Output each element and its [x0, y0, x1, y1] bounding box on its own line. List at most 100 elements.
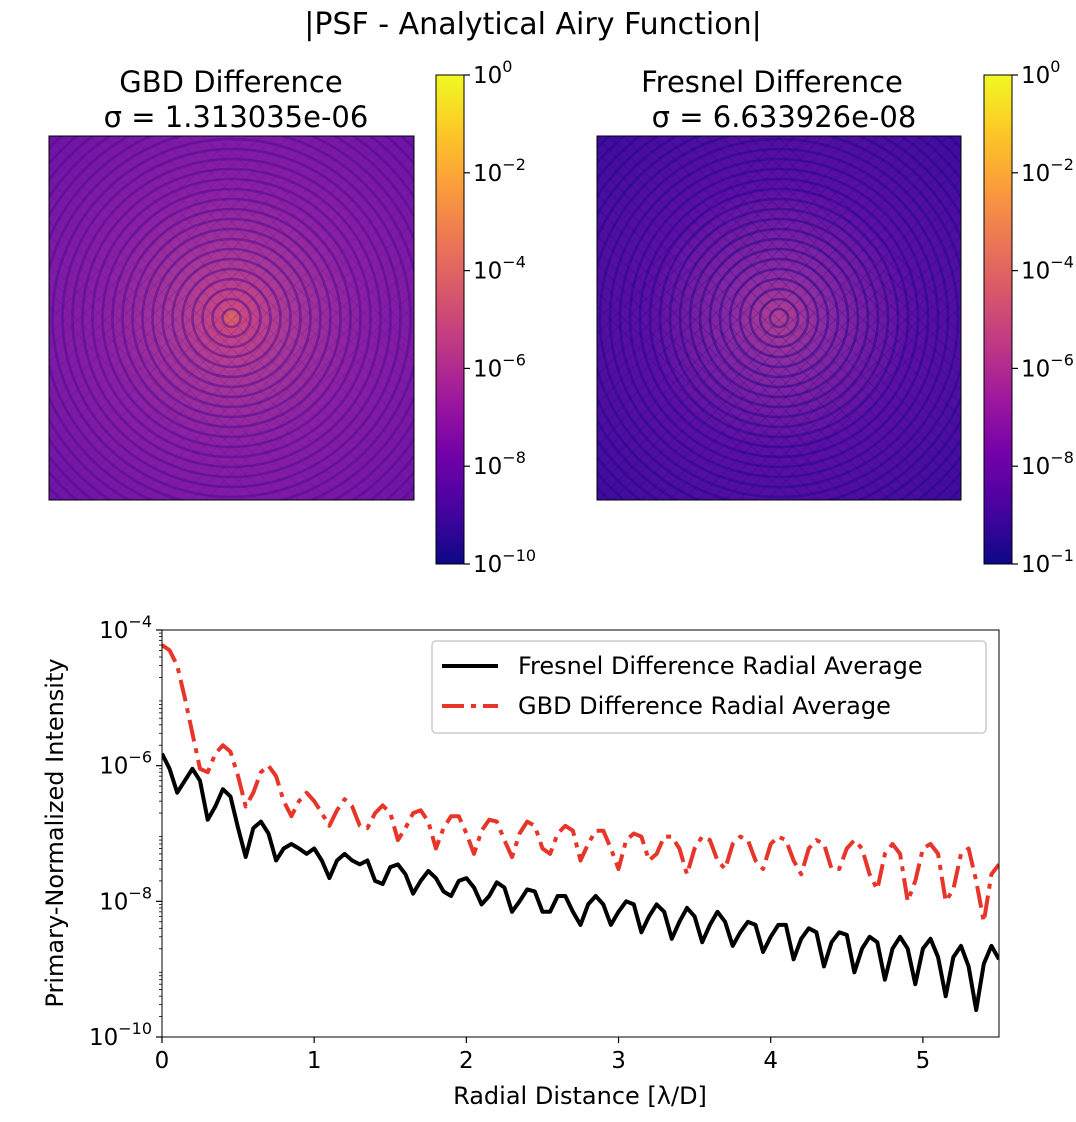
fringe-diagonal [597, 136, 852, 391]
fringe-diagonal [144, 136, 414, 406]
y-tick-label: 10−10 [89, 1019, 152, 1051]
fresnel-colorbar [983, 74, 1013, 565]
fringe-diagonal [49, 136, 291, 378]
fringe-ring [698, 237, 860, 399]
fringe-ring [181, 267, 282, 369]
fringe-diagonal [49, 136, 347, 434]
fringe-diagonal [748, 136, 961, 349]
x-tick-label: 5 [916, 1048, 931, 1074]
fringe-diagonal [597, 136, 782, 321]
fringe-ring [131, 217, 332, 419]
fringe-ring [151, 237, 312, 399]
colorbar-tick-label: 10−10 [473, 546, 536, 578]
fringe-ring [758, 297, 800, 339]
fringe-ring [221, 307, 242, 329]
gbd-difference-heatmap [49, 136, 414, 500]
fringe-diagonal [172, 136, 414, 378]
fringe-ring [748, 287, 810, 349]
fringe-diagonal [692, 136, 961, 405]
fringe-diagonal [92, 178, 414, 500]
fringe-diagonal [720, 136, 961, 377]
colorbar-tick-label: 10−4 [473, 253, 526, 285]
fringe-diagonal [597, 136, 936, 475]
gbd-colorbar-ticks: 100 10−2 10−4 10−6 10−8 10−10 [464, 57, 536, 578]
fringe-diagonal [49, 136, 249, 336]
fringe-diagonal [49, 136, 333, 420]
colorbar-tick-label: 10−8 [473, 448, 526, 480]
fringe-diagonal [738, 277, 961, 500]
fringe-ring [211, 297, 252, 339]
fringe-ring [61, 147, 402, 489]
gbd-colorbar [435, 74, 465, 565]
fringe-diagonal [762, 136, 961, 335]
colorbar-tick-label: 10−2 [473, 155, 526, 187]
figure-suptitle: |PSF - Analytical Airy Function| [304, 7, 761, 42]
fringe-diagonal [650, 136, 961, 447]
fringe-ring [121, 207, 342, 429]
fringe-diagonal [214, 136, 414, 336]
fringe-diagonal [597, 193, 904, 500]
fringe-ring [648, 187, 910, 449]
fringe-diagonal [116, 136, 414, 434]
fringe-diagonal [668, 207, 961, 500]
fringe-diagonal [597, 263, 834, 500]
fringe-diagonal [597, 235, 862, 500]
fringe-diagonal [597, 136, 950, 489]
fringe-diagonal [597, 136, 824, 363]
fringe-diagonal [678, 136, 961, 419]
fresnel-difference-heatmap [597, 136, 961, 500]
fringe-diagonal [597, 136, 908, 447]
fringe-ring [191, 277, 272, 359]
fringe-diagonal [49, 136, 413, 500]
fringe-diagonal [49, 136, 403, 490]
fringe-diagonal [49, 178, 371, 500]
x-tick-label: 2 [459, 1048, 474, 1074]
fringe-diagonal [60, 136, 414, 490]
fresnel-panel-title: Fresnel Difference [641, 65, 903, 99]
fringe-diagonal [49, 136, 375, 462]
fringe-diagonal [664, 136, 961, 433]
fringe-diagonal [49, 136, 389, 476]
y-axis-ticks: 10−4 10−6 10−8 10−10 [89, 612, 162, 1051]
x-tick-label: 1 [307, 1048, 322, 1074]
fringe-diagonal [49, 136, 263, 350]
colorbar-tick-label: 10−6 [473, 350, 526, 382]
fringe-diagonal [597, 151, 946, 500]
fringe-diagonal [158, 136, 414, 392]
fringe-ring [81, 167, 382, 469]
fringe-diagonal [49, 136, 319, 406]
fringe-ring [201, 287, 262, 349]
fringe-diagonal [88, 136, 414, 462]
fringe-ring [658, 197, 900, 439]
fringe-diagonal [200, 136, 414, 350]
fringe-diagonal [597, 249, 848, 500]
plot-axes-frame [161, 629, 1000, 1038]
fringe-diagonal [597, 207, 890, 500]
fringe-diagonal [608, 136, 961, 489]
fringe-diagonal [120, 206, 414, 500]
fringe-diagonal [74, 136, 414, 476]
gbd-heatmap-frame [48, 135, 415, 501]
fringe-diagonal [597, 277, 820, 500]
fringe-diagonal [49, 136, 361, 448]
fringe-diagonal [597, 136, 810, 349]
fringe-diagonal [49, 262, 287, 500]
fringe-diagonal [106, 192, 414, 500]
fringe-diagonal [636, 136, 961, 461]
fringe-diagonal [176, 262, 414, 500]
fringe-diagonal [597, 305, 792, 500]
fringe-diagonal [706, 136, 961, 391]
fringe-diagonal [78, 164, 414, 500]
fringe-diagonal [597, 165, 932, 500]
fringe-ring [141, 227, 322, 409]
fringe-ring [51, 137, 412, 499]
fringe-diagonal [597, 136, 894, 433]
fringe-ring [728, 267, 830, 369]
fringe-ring [678, 217, 880, 419]
fringe-diagonal [597, 179, 918, 500]
fringe-diagonal [162, 248, 414, 500]
fringe-diagonal [49, 192, 357, 500]
y-tick-label: 10−4 [99, 612, 152, 644]
fresnel-colorbar-ticks: 100 10−2 10−4 10−6 10−8 10−1 [1012, 57, 1074, 578]
